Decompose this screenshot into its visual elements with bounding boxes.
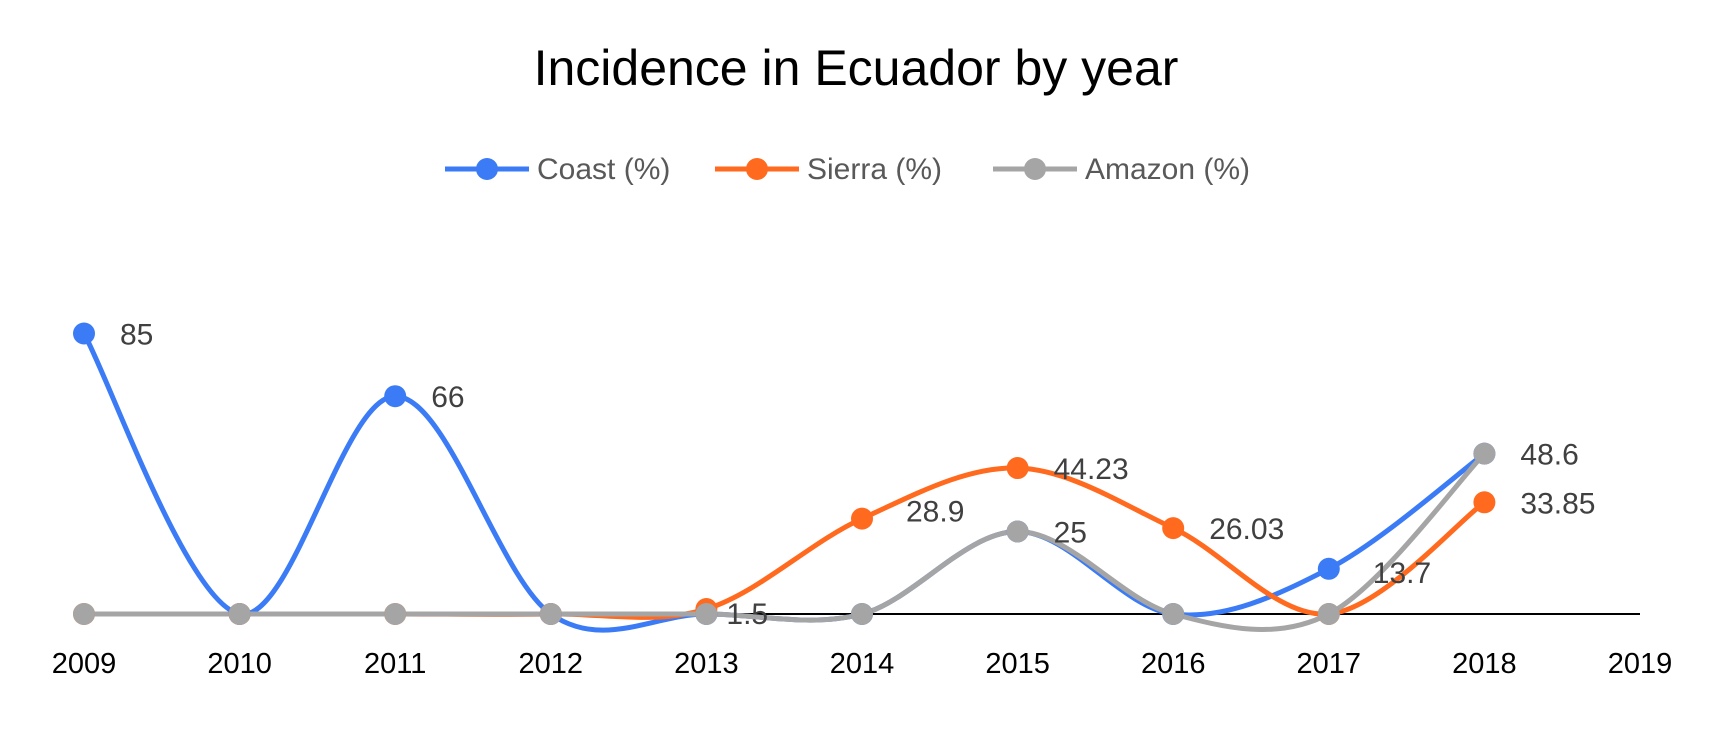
data-point-amazon-2015 [1006, 520, 1029, 543]
data-label-coast-2017: 13.7 [1373, 557, 1431, 590]
x-axis-ticks: 2009 2010 2011 2012 2013 2014 2015 2016 2017 2018… [52, 648, 1673, 680]
legend-item-sierra: Sierra (%) [715, 153, 942, 186]
data-labels: 85 66 13.7 48.6 1.5 28.9 44.23 26.03 33.85 25 [120, 319, 1595, 632]
data-point-sierra-2015 [1006, 457, 1029, 480]
series-line-amazon [81, 451, 1487, 632]
data-point-amazon-2010 [228, 603, 251, 625]
x-tick-2011: 2011 [364, 648, 426, 680]
data-point-amazon-2018 [1473, 442, 1496, 465]
legend-swatch-marker-coast [476, 158, 498, 180]
legend-label-sierra: Sierra (%) [807, 153, 942, 186]
data-point-coast-2009 [73, 322, 95, 345]
legend-swatch-marker-amazon [1024, 158, 1046, 180]
data-point-amazon-2013 [695, 603, 718, 625]
x-tick-2014: 2014 [830, 648, 895, 680]
series-lines [81, 331, 1487, 633]
x-tick-2016: 2016 [1141, 648, 1206, 680]
x-tick-2019: 2019 [1608, 648, 1673, 680]
x-tick-2010: 2010 [207, 648, 272, 680]
legend: Coast (%) Sierra (%) Amazon (%) [445, 153, 1250, 186]
data-point-sierra-2016 [1162, 517, 1185, 540]
x-tick-2018: 2018 [1452, 648, 1517, 680]
series-line-coast [81, 331, 1487, 633]
data-point-amazon-2017 [1317, 603, 1340, 625]
legend-item-coast: Coast (%) [445, 153, 670, 186]
data-label-sierra-2016: 26.03 [1209, 513, 1284, 546]
data-point-sierra-2014 [851, 507, 873, 530]
x-tick-2017: 2017 [1297, 648, 1362, 680]
data-label-coast-2009: 85 [120, 319, 153, 352]
legend-label-amazon: Amazon (%) [1085, 153, 1250, 186]
x-tick-2013: 2013 [674, 648, 739, 680]
data-point-amazon-2014 [851, 603, 873, 625]
legend-item-amazon: Amazon (%) [993, 153, 1250, 186]
data-label-sierra-2015: 44.23 [1054, 453, 1129, 486]
x-tick-2015: 2015 [985, 648, 1050, 680]
data-label-sierra-2018: 33.85 [1520, 487, 1595, 520]
data-label-sierra-2013: 1.5 [726, 598, 768, 631]
data-point-amazon-2011 [384, 603, 407, 625]
data-label-sierra-2014: 28.9 [906, 496, 964, 529]
x-tick-2012: 2012 [519, 648, 584, 680]
data-point-amazon-2009 [73, 603, 95, 625]
data-point-coast-2011 [384, 385, 407, 408]
legend-label-coast: Coast (%) [537, 153, 670, 186]
data-point-amazon-2016 [1162, 603, 1185, 625]
chart-title: Incidence in Ecuador by year [534, 40, 1179, 96]
legend-swatch-marker-sierra [746, 158, 768, 180]
data-label-amazon-2015: 25 [1054, 517, 1087, 550]
data-point-sierra-2018 [1473, 491, 1496, 514]
data-point-coast-2017 [1317, 557, 1340, 580]
x-tick-2009: 2009 [52, 648, 117, 680]
data-label-coast-2011: 66 [431, 381, 464, 414]
series-points [73, 322, 1496, 625]
data-label-coast-2018: 48.6 [1520, 439, 1578, 472]
data-point-amazon-2012 [539, 603, 562, 625]
